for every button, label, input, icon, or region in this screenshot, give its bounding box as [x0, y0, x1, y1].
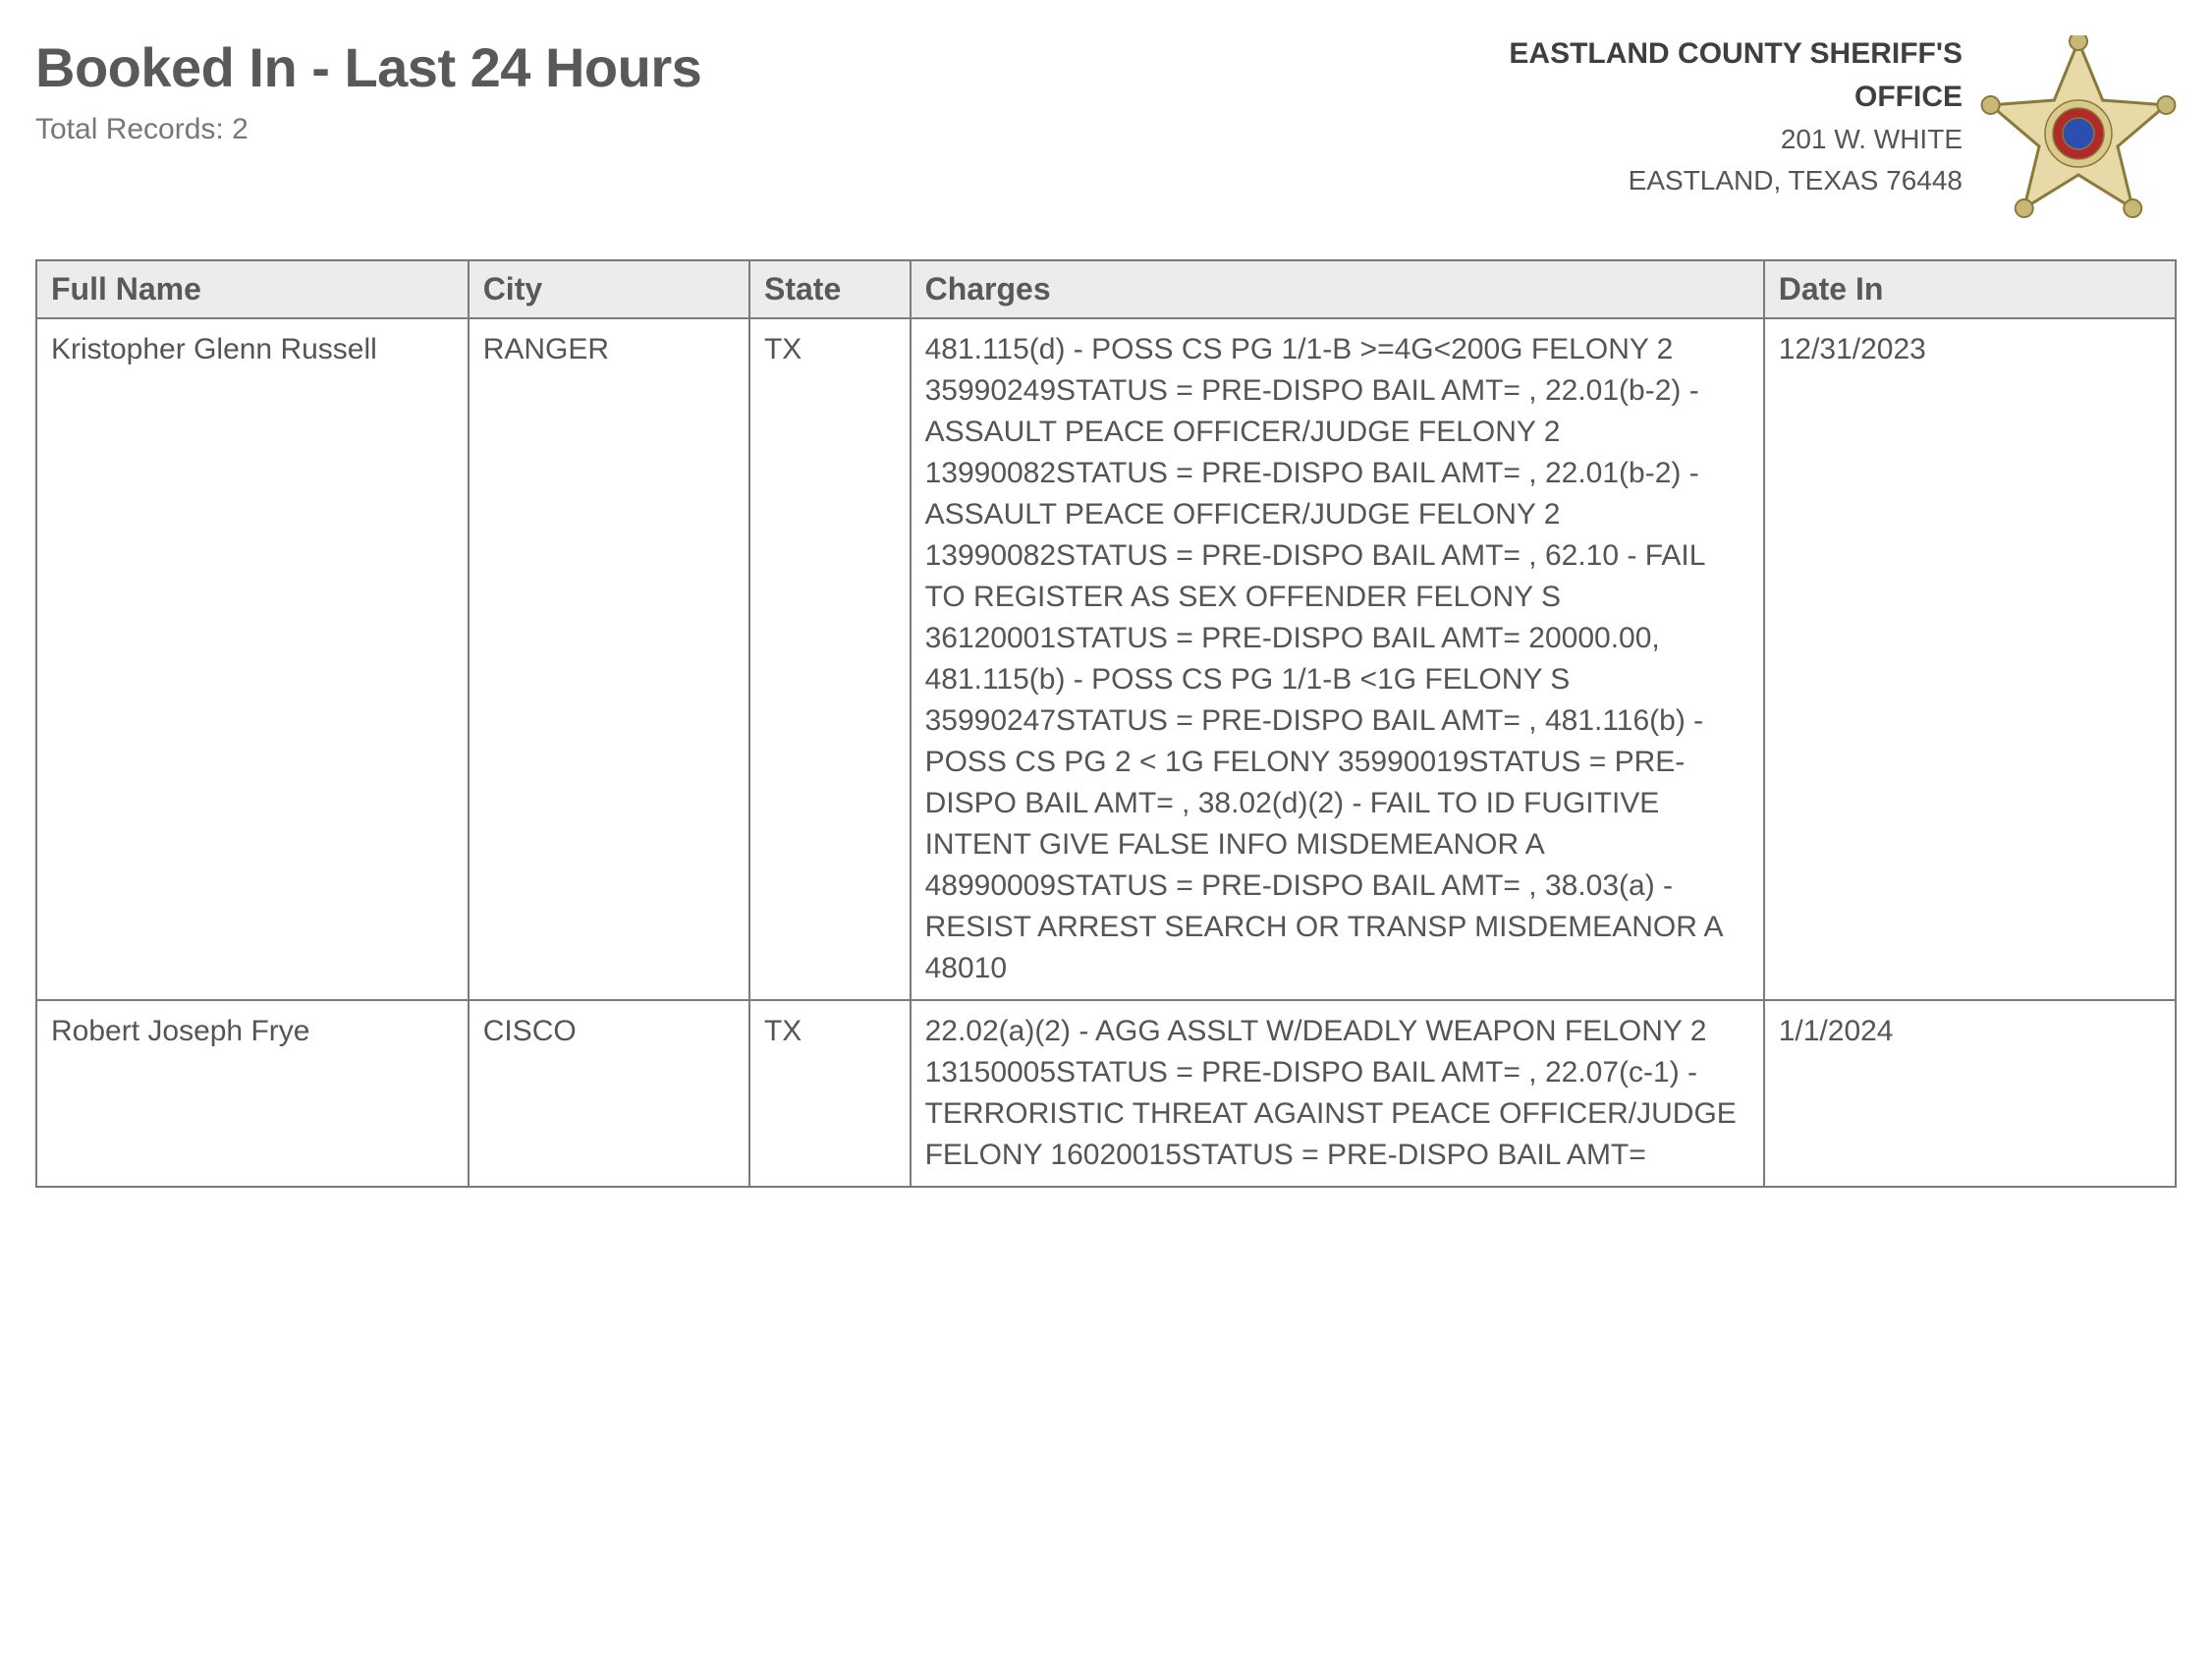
- org-name-line2: OFFICE: [1509, 79, 1963, 116]
- header-right: EASTLAND COUNTY SHERIFF'S OFFICE 201 W. …: [1509, 35, 2177, 232]
- header-left: Booked In - Last 24 Hours Total Records:…: [35, 35, 1509, 146]
- cell-charges: 22.02(a)(2) - AGG ASSLT W/DEADLY WEAPON …: [911, 1000, 1764, 1187]
- org-addr-line1: 201 W. WHITE: [1509, 121, 1963, 158]
- col-header: Charges: [911, 260, 1764, 318]
- records-table: Full NameCityStateChargesDate In Kristop…: [35, 259, 2177, 1188]
- cell-date-in: 12/31/2023: [1764, 318, 2176, 1000]
- cell-city: CISCO: [469, 1000, 749, 1187]
- cell-city: RANGER: [469, 318, 749, 1000]
- records-header-row: Full NameCityStateChargesDate In: [36, 260, 2176, 318]
- cell-state: TX: [749, 318, 911, 1000]
- col-header: City: [469, 260, 749, 318]
- records-tbody: Kristopher Glenn RussellRANGERTX481.115(…: [36, 318, 2176, 1187]
- col-header: State: [749, 260, 911, 318]
- total-records-label: Total Records: 2: [35, 113, 1509, 146]
- col-header: Date In: [1764, 260, 2176, 318]
- cell-charges: 481.115(d) - POSS CS PG 1/1-B >=4G<200G …: [911, 318, 1764, 1000]
- col-header: Full Name: [36, 260, 469, 318]
- page-header: Booked In - Last 24 Hours Total Records:…: [35, 35, 2177, 232]
- cell-full-name: Robert Joseph Frye: [36, 1000, 469, 1187]
- table-row: Robert Joseph FryeCISCOTX22.02(a)(2) - A…: [36, 1000, 2176, 1187]
- records-thead: Full NameCityStateChargesDate In: [36, 260, 2176, 318]
- page-title: Booked In - Last 24 Hours: [35, 35, 1509, 99]
- sheriff-badge-icon: [1980, 35, 2177, 232]
- org-block: EASTLAND COUNTY SHERIFF'S OFFICE 201 W. …: [1509, 35, 1963, 203]
- org-addr-line2: EASTLAND, TEXAS 76448: [1509, 162, 1963, 199]
- org-name-line1: EASTLAND COUNTY SHERIFF'S: [1509, 35, 1963, 73]
- cell-date-in: 1/1/2024: [1764, 1000, 2176, 1187]
- cell-state: TX: [749, 1000, 911, 1187]
- cell-full-name: Kristopher Glenn Russell: [36, 318, 469, 1000]
- table-row: Kristopher Glenn RussellRANGERTX481.115(…: [36, 318, 2176, 1000]
